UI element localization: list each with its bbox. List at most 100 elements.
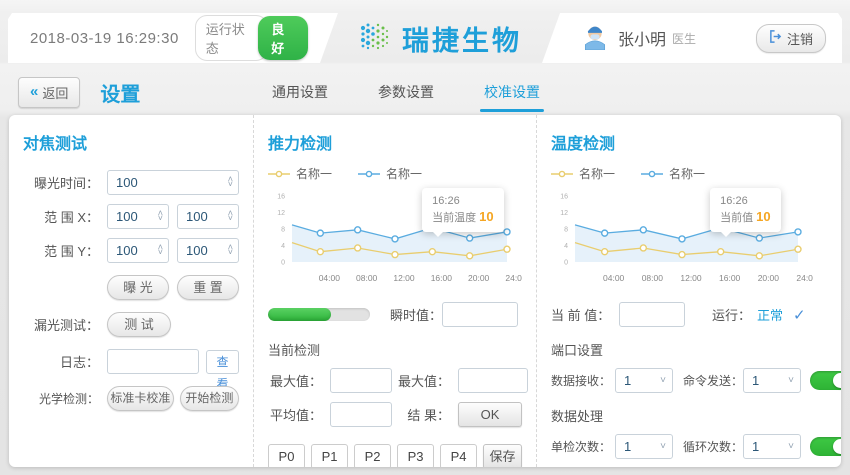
current-detect-label: 当前检测 bbox=[268, 343, 321, 358]
tab-calibration-settings[interactable]: 校准设置 bbox=[479, 74, 544, 112]
tab-general-settings[interactable]: 通用设置 bbox=[271, 84, 328, 100]
svg-text:12: 12 bbox=[560, 210, 568, 217]
range-x-min-value: 100 bbox=[116, 209, 138, 224]
loop-count-select[interactable]: 1 ˅ bbox=[743, 434, 801, 459]
preset-p0-button[interactable]: P0 bbox=[268, 444, 306, 467]
single-count-value: 1 bbox=[624, 439, 632, 454]
spinner-arrows-icon[interactable]: ˄ ˅ bbox=[227, 208, 233, 223]
range-x-min-spinner[interactable]: 100 ˄ ˅ bbox=[107, 204, 169, 229]
focus-test-title: 对焦测试 bbox=[23, 136, 88, 153]
range-x-label: 范 围 X： bbox=[44, 210, 99, 225]
chevron-down-icon: ˅ bbox=[660, 375, 666, 386]
thrust-detect-title: 推力检测 bbox=[268, 136, 333, 153]
range-y-min-spinner[interactable]: 100 ˄ ˅ bbox=[107, 238, 169, 263]
range-y-min-value: 100 bbox=[116, 243, 138, 258]
legend-item-yellow: 名称一 bbox=[551, 165, 615, 182]
run-status: 运行状态 良好 bbox=[195, 15, 308, 61]
logout-button[interactable]: 注销 bbox=[756, 24, 826, 53]
back-button[interactable]: « 返回 bbox=[18, 76, 81, 108]
instant-value-input[interactable] bbox=[442, 302, 518, 327]
data-receive-select[interactable]: 1 ˅ bbox=[615, 368, 673, 393]
spinner-arrows-icon[interactable]: ˄ ˅ bbox=[227, 242, 233, 257]
logout-icon bbox=[769, 30, 782, 46]
svg-text:8: 8 bbox=[564, 227, 568, 234]
legend-label: 名称一 bbox=[669, 167, 706, 181]
run-label: 运行： bbox=[711, 308, 751, 323]
spinner-arrows-icon[interactable]: ˄ ˅ bbox=[157, 208, 163, 223]
single-count-select[interactable]: 1 ˅ bbox=[615, 434, 673, 459]
preset-p1-button[interactable]: P1 bbox=[311, 444, 349, 467]
thrust-progress-bar bbox=[268, 308, 370, 321]
avg-value-input[interactable] bbox=[330, 402, 392, 427]
exposure-time-spinner[interactable]: 100 ˄ ˅ bbox=[107, 170, 239, 195]
run-status-label: 运行状态 bbox=[195, 15, 268, 61]
max-value-input[interactable] bbox=[330, 368, 392, 393]
user-role: 医生 bbox=[672, 31, 697, 46]
legend-marker-yellow-icon bbox=[268, 170, 290, 177]
svg-text:08:00: 08:00 bbox=[642, 273, 664, 283]
exposure-time-label: 曝光时间： bbox=[33, 176, 99, 191]
avg-value-label: 平均值： bbox=[269, 408, 322, 423]
current-value-input[interactable] bbox=[619, 302, 685, 327]
range-y-max-value: 100 bbox=[186, 243, 208, 258]
spinner-arrows-icon[interactable]: ˄ ˅ bbox=[227, 174, 233, 189]
tab-parameter-settings[interactable]: 参数设置 bbox=[377, 84, 434, 100]
max-value2-input[interactable] bbox=[458, 368, 528, 393]
chart-tooltip: 16:26 当前温度 10 bbox=[422, 188, 504, 237]
max-value2-label: 最大值： bbox=[397, 374, 450, 389]
command-send-select[interactable]: 1 ˅ bbox=[743, 368, 801, 393]
spinner-arrows-icon[interactable]: ˄ ˅ bbox=[157, 242, 163, 257]
legend-item-yellow: 名称一 bbox=[268, 165, 332, 182]
result-ok-button[interactable]: OK bbox=[458, 402, 522, 427]
back-chevrons-icon: « bbox=[30, 83, 39, 100]
svg-text:04:00: 04:00 bbox=[319, 273, 341, 283]
exposure-time-value: 100 bbox=[116, 175, 138, 190]
header: 2018-03-19 16:29:30 运行状态 良好 bbox=[8, 13, 842, 63]
temp-chart[interactable]: 0 4 8 12 16 04:00 08:00 12:00 16:00 20:00 24:00 16… bbox=[551, 188, 818, 289]
brand-name: 瑞捷生物 bbox=[402, 25, 522, 56]
svg-text:16: 16 bbox=[277, 194, 285, 201]
log-input[interactable] bbox=[107, 349, 199, 374]
port-toggle[interactable] bbox=[810, 371, 841, 390]
preset-p2-button[interactable]: P2 bbox=[354, 444, 392, 467]
preset-p3-button[interactable]: P3 bbox=[397, 444, 435, 467]
thrust-chart-legend: 名称一 名称一 bbox=[268, 165, 522, 182]
range-y-max-spinner[interactable]: 100 ˄ ˅ bbox=[177, 238, 239, 263]
doctor-avatar bbox=[582, 22, 608, 55]
legend-item-blue: 名称一 bbox=[358, 165, 422, 182]
start-detect-button[interactable]: 开始检测 bbox=[179, 386, 239, 411]
process-toggle[interactable] bbox=[810, 437, 841, 456]
log-view-button[interactable]: 查看 bbox=[206, 349, 239, 391]
log-label: 日志： bbox=[59, 355, 99, 370]
svg-text:12:00: 12:00 bbox=[393, 273, 415, 283]
preset-p4-button[interactable]: P4 bbox=[440, 444, 478, 467]
leak-test-button[interactable]: 测 试 bbox=[107, 312, 171, 337]
leak-test-label: 漏光测试： bbox=[33, 318, 99, 333]
expose-button[interactable]: 曝 光 bbox=[107, 275, 169, 300]
thrust-chart[interactable]: 0 4 8 12 16 04:00 08:00 12:00 16:00 20:00 24:00 16… bbox=[268, 188, 527, 289]
toggle-knob bbox=[833, 439, 841, 454]
chevron-down-icon: ˅ bbox=[788, 375, 794, 386]
reset-button[interactable]: 重 置 bbox=[177, 275, 239, 300]
main-card: 对焦测试 曝光时间： 100 ˄ ˅ 范 围 X： 100 ˄ ˅ 100 bbox=[9, 115, 841, 467]
loop-count-value: 1 bbox=[752, 439, 760, 454]
logout-label: 注销 bbox=[786, 31, 813, 47]
range-x-max-value: 100 bbox=[186, 209, 208, 224]
legend-item-blue: 名称一 bbox=[641, 165, 705, 182]
svg-text:12:00: 12:00 bbox=[680, 273, 702, 283]
run-status-value: 正常 bbox=[757, 308, 784, 323]
header-user-card: 张小明 医生 注销 bbox=[542, 13, 842, 63]
range-x-max-spinner[interactable]: 100 ˄ ˅ bbox=[177, 204, 239, 229]
brand: 瑞捷生物 bbox=[338, 13, 542, 63]
legend-label: 名称一 bbox=[386, 167, 423, 181]
standard-card-calibrate-button[interactable]: 标准卡校准 bbox=[107, 386, 174, 411]
svg-text:24:00: 24:00 bbox=[505, 273, 522, 283]
svg-text:8: 8 bbox=[281, 227, 285, 234]
legend-marker-yellow-icon bbox=[551, 170, 573, 177]
svg-text:12: 12 bbox=[277, 210, 285, 217]
save-button[interactable]: 保存 bbox=[483, 444, 523, 467]
temp-detect-panel: 温度检测 名称一 名称一 0 4 8 12 16 04:00 08:00 12:00 16:00… bbox=[537, 115, 841, 467]
progress-fill bbox=[268, 308, 332, 321]
command-send-value: 1 bbox=[752, 373, 760, 388]
